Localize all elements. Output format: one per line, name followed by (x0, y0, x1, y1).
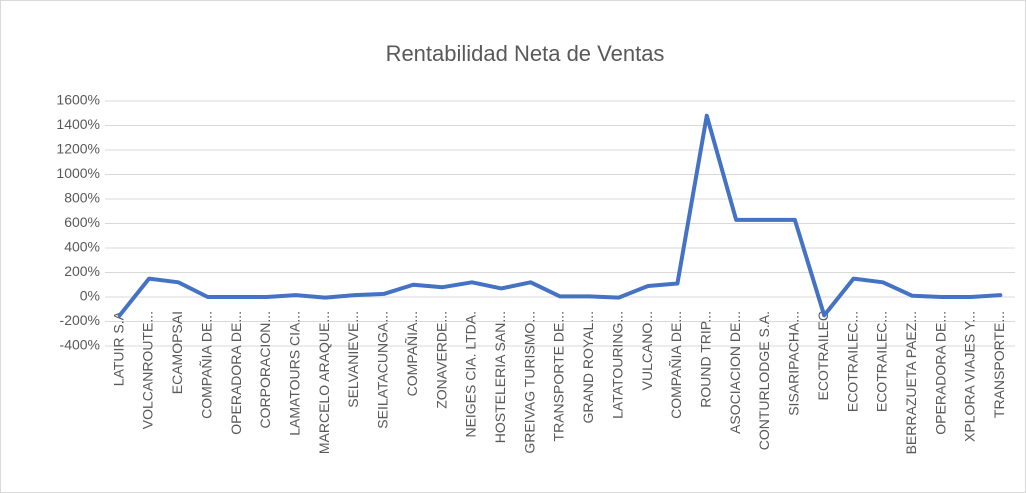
x-tick-label: XPLORA VIAJES Y... (962, 311, 978, 442)
x-tick-label: LATATOURING... (609, 311, 625, 419)
y-tick-label: -400% (60, 337, 100, 353)
y-tick-label: 200% (64, 263, 100, 279)
x-tick-label: ASOCIACION DE... (727, 311, 743, 434)
x-tick-label: COMPAÑIA DE... (198, 311, 214, 419)
x-tick-label: ZONAVERDE... (433, 311, 449, 409)
x-tick-label: OPERADORA DE... (228, 311, 244, 435)
series-line (117, 113, 1003, 318)
x-tick-label: COMPAÑIA DE... (668, 311, 684, 419)
x-tick-label: VULCANO... (639, 311, 655, 390)
x-tick-label: GREIVAG TURISMO... (521, 311, 537, 454)
x-tick-label: VOLCANROUTE... (140, 311, 156, 429)
x-tick-label: CORPORACION... (257, 311, 273, 428)
y-tick-label: 0% (80, 288, 100, 304)
x-tick-label: TRANSPORTE... (991, 311, 1007, 418)
y-tick-label: 800% (64, 190, 100, 206)
y-tick-label: 1400% (56, 116, 100, 132)
x-tick-label: SEILATACUNGA... (375, 311, 391, 429)
x-tick-label: OPERADORA DE... (932, 311, 948, 435)
x-tick-label: LATUIR S.A (110, 310, 126, 386)
x-tick-label: ROUND TRIP... (697, 311, 713, 408)
x-tick-label: CONTURLODGE S.A. (756, 311, 772, 450)
x-tick-label: LAMATOURS CIA... (287, 311, 303, 436)
x-tick-label: ECOTRAILEC (815, 311, 831, 400)
x-tick-label: COMPAÑIA... (404, 311, 420, 396)
y-tick-label: 1000% (56, 165, 100, 181)
x-tick-label: ECOTRAILEC... (874, 311, 890, 412)
y-tick-label: -200% (60, 312, 100, 328)
x-tick-label: HOSTELERIA SAN... (492, 311, 508, 443)
x-tick-label: ECOTRAILEC... (844, 311, 860, 412)
x-tick-label: TRANSPORTE DE... (551, 311, 567, 441)
y-tick-label: 600% (64, 214, 100, 230)
chart-title: Rentabilidad Neta de Ventas (386, 41, 665, 66)
x-tick-label: SISARIPACHA... (786, 311, 802, 416)
x-tick-label: GRAND ROYAL... (580, 311, 596, 424)
x-tick-label: MARCELO ARAQUE... (316, 311, 332, 454)
y-tick-label: 400% (64, 239, 100, 255)
y-tick-label: 1200% (56, 141, 100, 157)
x-tick-label: NEIGES CIA. LTDA. (463, 311, 479, 438)
x-tick-label: ECAMOPSAI (169, 311, 185, 394)
x-tick-label: BERRAZUETA PAEZ... (903, 311, 919, 454)
y-tick-label: 1600% (56, 92, 100, 108)
x-tick-label: SELVANIEVE... (345, 311, 361, 408)
